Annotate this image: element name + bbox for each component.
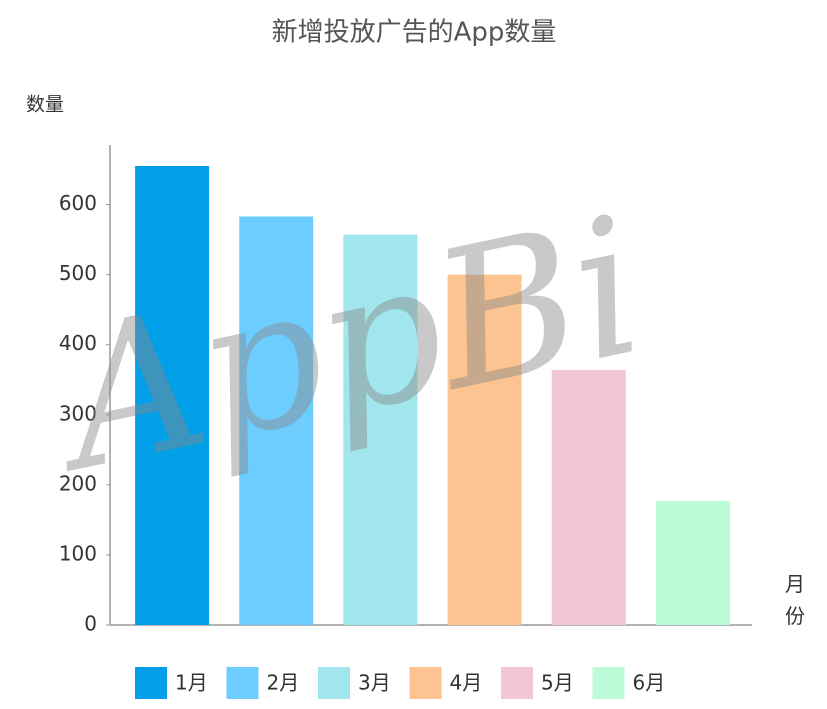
chart-title: 新增投放广告的App数量 — [272, 18, 557, 48]
y-tick-label: 0 — [84, 612, 97, 636]
y-tick-label: 600 — [59, 191, 97, 215]
legend-swatch — [318, 667, 350, 699]
legend-label: 6月 — [633, 671, 666, 695]
y-tick-label: 500 — [59, 261, 97, 285]
bar — [135, 166, 210, 625]
legend-swatch — [226, 667, 259, 699]
y-axis-label: 数量 — [26, 94, 64, 116]
legend-label: 4月 — [450, 671, 483, 695]
bar — [239, 216, 314, 625]
legend-swatch — [592, 667, 625, 699]
y-tick-label: 200 — [59, 471, 97, 495]
legend-label: 3月 — [358, 671, 391, 695]
y-tick-label: 100 — [59, 541, 97, 565]
bar — [655, 500, 730, 625]
legend-label: 2月 — [267, 671, 300, 695]
legend-label: 5月 — [541, 671, 574, 695]
bar — [447, 274, 522, 625]
bar — [551, 369, 626, 625]
y-tick-label: 400 — [59, 331, 97, 355]
legend-swatch — [135, 667, 167, 699]
legend-swatch — [501, 667, 533, 699]
bar — [343, 234, 418, 626]
y-tick-label: 300 — [59, 401, 97, 425]
x-axis-label: 月份 — [785, 572, 805, 628]
legend-swatch — [409, 667, 442, 699]
legend-label: 1月 — [175, 671, 208, 695]
